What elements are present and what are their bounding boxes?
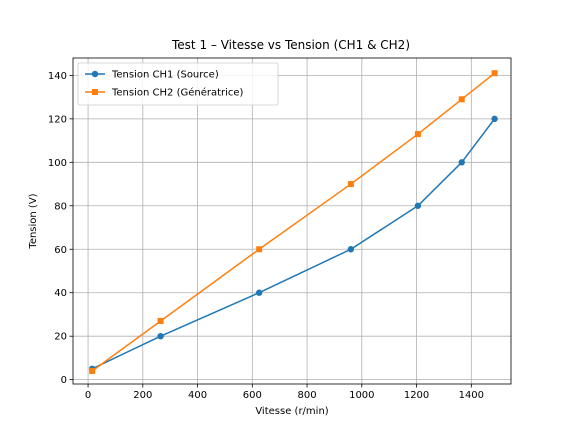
data-point	[491, 70, 498, 77]
y-tick-label: 20	[54, 332, 67, 343]
grid	[73, 58, 511, 384]
legend-label: Tension CH1 (Source)	[111, 70, 219, 81]
x-tick-label: 1400	[459, 390, 484, 401]
legend-marker	[92, 89, 98, 95]
data-point	[458, 159, 465, 166]
y-tick-label: 60	[54, 245, 67, 256]
x-tick-label: 0	[85, 390, 91, 401]
x-tick-label: 800	[298, 390, 317, 401]
data-point	[414, 202, 422, 209]
series-1	[88, 115, 498, 372]
y-tick-label: 100	[48, 158, 67, 169]
chart-title: Test 1 – Vitesse vs Tension (CH1 & CH2)	[171, 38, 410, 52]
legend-item: Tension CH2 (Génératrice)	[85, 87, 244, 99]
data-point	[347, 246, 355, 253]
data-point	[89, 367, 96, 374]
data-point	[255, 289, 263, 296]
legend-marker	[91, 70, 99, 78]
y-axis-label: Tension (V)	[28, 193, 39, 249]
legend-label: Tension CH2 (Génératrice)	[111, 87, 244, 99]
data-point	[256, 246, 263, 253]
x-tick-label: 1000	[349, 390, 374, 401]
data-point	[414, 131, 421, 138]
series-layer	[88, 70, 498, 374]
legend-box	[77, 62, 279, 106]
x-tick-label: 600	[243, 390, 262, 401]
y-tick-label: 120	[48, 114, 67, 125]
x-tick-label: 400	[188, 390, 207, 401]
y-tick-label: 80	[54, 201, 67, 212]
data-point	[347, 181, 354, 188]
x-tick-label: 1200	[404, 390, 429, 401]
y-tick-label: 40	[54, 288, 67, 299]
data-point	[491, 115, 498, 123]
y-tick-label: 140	[48, 71, 67, 82]
legend: Tension CH1 (Source) Tension CH2 (Générat…	[77, 62, 279, 106]
x-axis-label: Vitesse (r/min)	[255, 406, 328, 417]
axis-ticks: 0 200 400 600 800 1000 1200 1400 0 20 40 60 80 100 120…	[48, 71, 484, 401]
series-2	[89, 70, 498, 374]
data-point	[458, 96, 465, 103]
plot-area-frame	[72, 57, 512, 385]
x-tick-label: 200	[133, 390, 152, 401]
data-point	[157, 332, 164, 340]
data-point	[157, 317, 164, 324]
y-tick-label: 0	[61, 375, 67, 386]
legend-item: Tension CH1 (Source)	[85, 70, 219, 81]
